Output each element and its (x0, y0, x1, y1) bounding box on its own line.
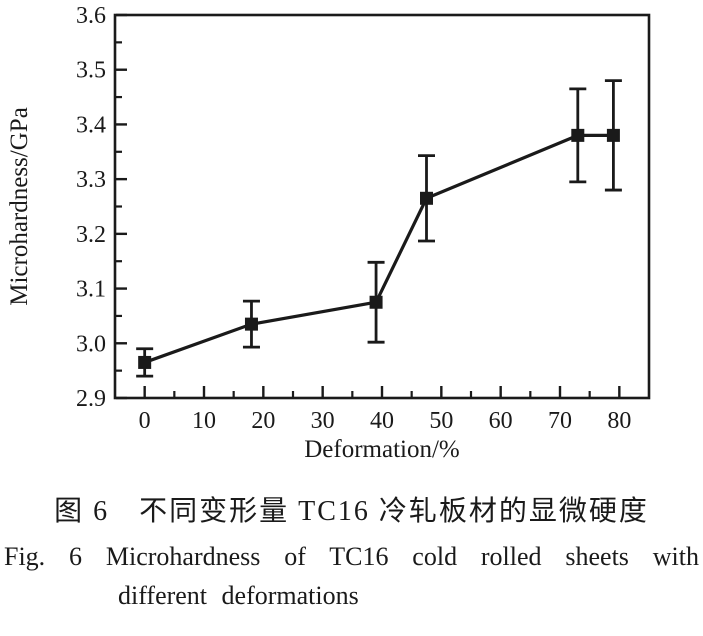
x-tick-label: 40 (370, 408, 394, 434)
y-axis-label: Microhardness/GPa (6, 107, 33, 306)
caption-english-line2: different deformations (118, 581, 359, 610)
data-point-square-marker (244, 317, 258, 331)
data-point-square-marker (571, 128, 585, 142)
data-line (144, 133, 614, 364)
x-tick-label: 30 (311, 408, 335, 434)
y-tick-label: 3.2 (76, 222, 106, 248)
x-tick-label: 10 (192, 408, 216, 434)
data-point-square-marker (420, 191, 433, 205)
line-chart: 0 10 20 30 40 50 60 70 80 2.9 3.0 3.1 3.2 3.3 3.4 3.5 3.… (6, 3, 651, 463)
y-tick-label: 3.4 (76, 112, 106, 138)
chart-frame (113, 13, 651, 400)
caption-english-line1: Fig. 6 Microhardness of TC16 cold rolled… (4, 542, 699, 571)
x-tick-label: 0 (139, 408, 151, 434)
data-point-square-marker (606, 128, 620, 142)
x-tick-label: 80 (607, 408, 631, 434)
caption-chinese: 图 6 不同变形量 TC16 冷轧板材的显微硬度 (54, 496, 649, 527)
x-tick-label: 60 (489, 408, 513, 434)
data-point-square-marker (138, 355, 152, 369)
x-tick-label: 50 (429, 408, 453, 434)
x-tick-label: 70 (548, 408, 572, 434)
x-axis-label: Deformation/% (304, 436, 460, 463)
y-tick-label: 3.3 (76, 167, 106, 193)
x-tick-label: 20 (251, 408, 275, 434)
y-tick-label: 3.6 (76, 3, 106, 29)
y-tick-label: 3.5 (76, 58, 106, 84)
y-tick-label: 3.0 (76, 331, 106, 357)
y-tick-label: 2.9 (76, 386, 106, 412)
y-tick-label: 3.1 (76, 277, 106, 303)
data-point-square-marker (369, 295, 383, 309)
